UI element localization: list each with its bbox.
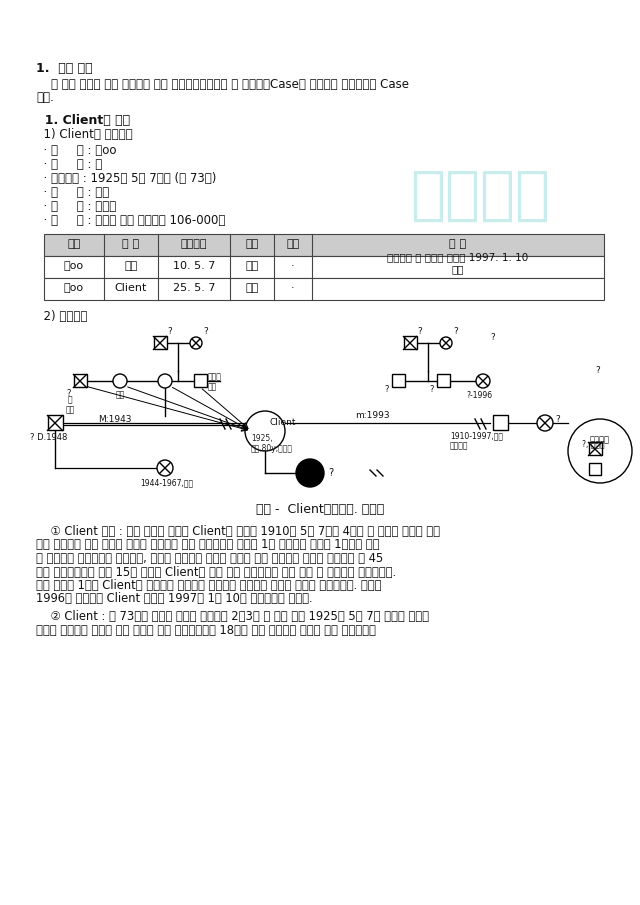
Text: 25. 5. 7: 25. 5. 7 bbox=[173, 283, 215, 293]
Text: 박oo: 박oo bbox=[64, 261, 84, 271]
Text: 불고: 불고 bbox=[115, 390, 125, 399]
Text: 1910-1997,대뇌
대뇌출혈: 1910-1997,대뇌 대뇌출혈 bbox=[450, 431, 503, 451]
Circle shape bbox=[476, 374, 490, 388]
Text: · 생년월일 : 1925년 5월 7일생 (만 73세): · 생년월일 : 1925년 5월 7일생 (만 73세) bbox=[36, 172, 216, 185]
Text: 1944-1967,질병: 1944-1967,질병 bbox=[140, 478, 193, 487]
Circle shape bbox=[190, 337, 202, 349]
Circle shape bbox=[537, 415, 553, 431]
Text: 유복한 가정에서 어려움 없이 생활을 하며 성장하였으나 18세때 일제 정신대를 피하기 위해 오빠친구와: 유복한 가정에서 어려움 없이 생활을 하며 성장하였으나 18세때 일제 정신… bbox=[36, 624, 376, 636]
Text: ? D.1948: ? D.1948 bbox=[30, 433, 67, 442]
Circle shape bbox=[157, 460, 173, 476]
Text: 1. Client의 특징: 1. Client의 특징 bbox=[36, 114, 130, 127]
Text: ?: ? bbox=[417, 327, 422, 336]
Text: ?-1996: ?-1996 bbox=[466, 391, 492, 400]
Bar bbox=[589, 443, 602, 455]
Circle shape bbox=[440, 337, 452, 349]
Text: ?: ? bbox=[66, 389, 70, 398]
Text: 하여 일본에서 대학 공부를 마치고 결혼하여 이북 신의주에서 살다가 1차 숙청당시 누님과 1남안을 데리: 하여 일본에서 대학 공부를 마치고 결혼하여 이북 신의주에서 살다가 1차 … bbox=[36, 538, 380, 551]
Bar bbox=[44, 256, 604, 278]
Text: 1925,
국졸,80y,기독교: 1925, 국졸,80y,기독교 bbox=[251, 434, 293, 453]
Text: 이다.: 이다. bbox=[36, 91, 54, 104]
Circle shape bbox=[296, 459, 324, 487]
Text: 동반가출: 동반가출 bbox=[590, 435, 610, 444]
Text: 성명: 성명 bbox=[67, 239, 81, 249]
Bar bbox=[44, 234, 604, 256]
Text: 신oo: 신oo bbox=[64, 283, 84, 293]
Text: ?: ? bbox=[384, 385, 388, 394]
Text: ?: ? bbox=[203, 327, 208, 336]
Text: 10. 5. 7: 10. 5. 7 bbox=[173, 261, 215, 271]
Text: 국졸: 국졸 bbox=[245, 283, 259, 293]
Text: · 주     소 : 목포시 상동 목련마을 106-000호: · 주 소 : 목포시 상동 목련마을 106-000호 bbox=[36, 214, 225, 227]
Text: · 종     교 : 기독교: · 종 교 : 기독교 bbox=[36, 200, 116, 213]
Text: ② Client : 당 73세로 경기도 의왕시 출생으로 2남3녀 중 넷째 딸로 1925년 5월 7일 태어나 비교적: ② Client : 당 73세로 경기도 의왕시 출생으로 2남3녀 중 넷째… bbox=[36, 610, 429, 623]
Text: 미리보기: 미리보기 bbox=[410, 167, 550, 224]
Text: Client: Client bbox=[115, 283, 147, 293]
Bar bbox=[47, 415, 63, 431]
Bar bbox=[589, 463, 601, 475]
Text: m:1993: m:1993 bbox=[355, 411, 390, 420]
Text: ?: ? bbox=[555, 415, 560, 424]
Text: 함께 월남한 1남은 Client를 만나기전 간암으로 사망하고 며느리는 손자를 데리고 가출하였다. 누님은: 함께 월남한 1남은 Client를 만나기전 간암으로 사망하고 며느리는 손… bbox=[36, 579, 381, 592]
Text: 대졸: 대졸 bbox=[245, 261, 259, 271]
Text: 고 월남하여 의정부에서 거주하며, 매형이 운영하는 공장의 도움을 받아 메리야스 가게를 운영하던 중 45: 고 월남하여 의정부에서 거주하며, 매형이 운영하는 공장의 도움을 받아 메… bbox=[36, 552, 383, 565]
Text: ?: ? bbox=[328, 468, 333, 478]
Text: · 직     업 : 무직: · 직 업 : 무직 bbox=[36, 186, 109, 199]
Text: 대뇌출혈 및 뇌실내 출혈로 1997. 1. 10
사망: 대뇌출혈 및 뇌실내 출혈로 1997. 1. 10 사망 bbox=[387, 252, 529, 274]
Text: 1) Client의 인적사항: 1) Client의 인적사항 bbox=[36, 128, 132, 141]
Text: 남편: 남편 bbox=[124, 261, 138, 271]
Bar bbox=[154, 337, 166, 349]
Text: ·: · bbox=[291, 261, 295, 271]
Text: ?, 마관일: ?, 마관일 bbox=[582, 439, 605, 448]
Text: 조
이민: 조 이민 bbox=[65, 395, 75, 414]
Bar bbox=[74, 375, 86, 387]
Text: 세에 보따리장사를 하던 15살 연하의 Client를 만나 정식 혼인신고를 하지 않은 채 동거하기 시작하였다.: 세에 보따리장사를 하던 15살 연하의 Client를 만나 정식 혼인신고를… bbox=[36, 566, 396, 578]
Text: ① Client 남편 : 이북 철산이 고향인 Client의 남편은 1910년 5월 7일에 4남매 중 막내로 태어나 성장: ① Client 남편 : 이북 철산이 고향인 Client의 남편은 191… bbox=[36, 525, 440, 538]
Text: ?: ? bbox=[453, 327, 458, 336]
Text: · 성     별 : 여: · 성 별 : 여 bbox=[36, 158, 102, 171]
Text: 관 계: 관 계 bbox=[122, 239, 140, 249]
Text: 비 고: 비 고 bbox=[449, 239, 467, 249]
Text: 직업: 직업 bbox=[286, 239, 300, 249]
Circle shape bbox=[158, 374, 172, 388]
Circle shape bbox=[568, 419, 632, 483]
Bar bbox=[193, 375, 207, 387]
Text: ?: ? bbox=[595, 366, 600, 375]
Text: M:1943: M:1943 bbox=[98, 415, 131, 424]
Text: 2) 가족배경: 2) 가족배경 bbox=[36, 310, 88, 323]
Circle shape bbox=[245, 411, 285, 451]
Text: 1.  가입 경위: 1. 가입 경위 bbox=[36, 62, 93, 75]
Text: 가나다
이민: 가나다 이민 bbox=[208, 372, 222, 391]
Text: ?: ? bbox=[490, 333, 495, 342]
Text: Client: Client bbox=[270, 418, 296, 427]
Text: 1996년 사망하고 Client 남편은 1997년 1월 10일 대뇌출혈로 사망함.: 1996년 사망하고 Client 남편은 1997년 1월 10일 대뇌출혈로… bbox=[36, 593, 312, 605]
Text: ·: · bbox=[291, 283, 295, 293]
Bar bbox=[403, 337, 417, 349]
Circle shape bbox=[113, 374, 127, 388]
Text: 그림 -  Client의가계도. 생태도: 그림 - Client의가계도. 생태도 bbox=[256, 503, 384, 516]
Bar bbox=[493, 415, 508, 431]
Text: ?: ? bbox=[167, 327, 172, 336]
Text: · 성     명 : 신oo: · 성 명 : 신oo bbox=[36, 144, 116, 157]
Text: 본 사례 연구는 상동 목련마을 거주 생활보호대상자들 중 재가노인Case로 의뢰되어 인테이크된 Case: 본 사례 연구는 상동 목련마을 거주 생활보호대상자들 중 재가노인Case로… bbox=[36, 78, 409, 91]
Bar bbox=[392, 375, 404, 387]
Text: 학력: 학력 bbox=[245, 239, 259, 249]
Text: 생년월일: 생년월일 bbox=[180, 239, 207, 249]
Bar bbox=[436, 375, 449, 387]
Bar bbox=[44, 278, 604, 300]
Text: ?: ? bbox=[429, 385, 433, 394]
